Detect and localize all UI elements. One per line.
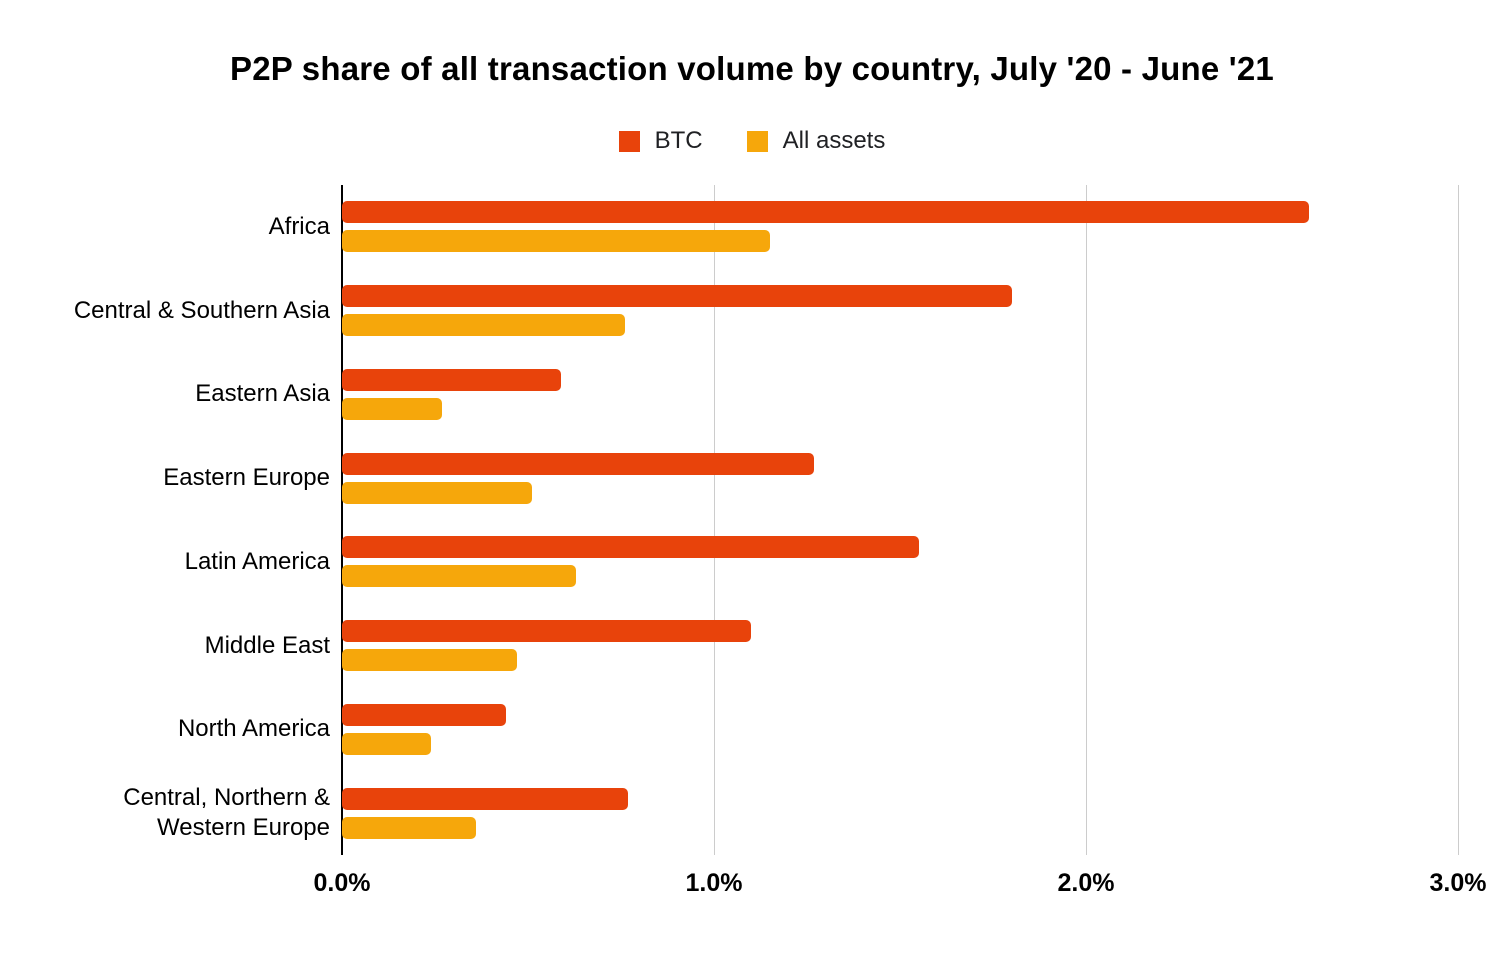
legend-item-btc: BTC bbox=[618, 127, 703, 155]
bar-btc-central-northern-western-europe bbox=[342, 787, 629, 810]
x-tick-label: 1.0% bbox=[685, 869, 743, 897]
x-tick-label: 2.0% bbox=[1057, 869, 1115, 897]
bar-btc-middle-east bbox=[342, 620, 752, 643]
btc-legend-swatch-icon bbox=[618, 130, 640, 152]
bar-all-assets-north-america bbox=[342, 732, 432, 755]
legend-item-all-assets: All assets bbox=[746, 127, 886, 155]
legend: BTC All assets bbox=[0, 127, 1504, 155]
bar-all-assets-central-southern-asia bbox=[342, 314, 625, 337]
bar-all-assets-latin-america bbox=[342, 565, 577, 588]
category-label-central-southern-asia: Central & Southern Asia bbox=[73, 296, 330, 324]
category-label-eastern-asia: Eastern Asia bbox=[195, 380, 330, 408]
x-tick-label: 0.0% bbox=[313, 869, 371, 897]
bar-btc-north-america bbox=[342, 703, 506, 726]
gridline bbox=[1457, 185, 1459, 855]
bar-btc-eastern-asia bbox=[342, 368, 562, 391]
category-label-central-northern-western-europe: Central, Northern & Western Europe bbox=[123, 784, 330, 842]
x-tick-label: 3.0% bbox=[1429, 869, 1487, 897]
bar-btc-latin-america bbox=[342, 536, 919, 559]
chart-title: P2P share of all transaction volume by c… bbox=[230, 50, 1274, 87]
bar-btc-central-southern-asia bbox=[342, 285, 1012, 308]
gridline bbox=[1085, 185, 1087, 855]
category-label-north-america: North America bbox=[177, 715, 330, 743]
gridline bbox=[713, 185, 715, 855]
bar-btc-eastern-europe bbox=[342, 452, 815, 475]
category-label-africa: Africa bbox=[268, 212, 330, 240]
bar-all-assets-africa bbox=[342, 230, 770, 253]
category-label-latin-america: Latin America bbox=[184, 547, 330, 575]
bar-all-assets-middle-east bbox=[342, 649, 517, 672]
category-label-eastern-europe: Eastern Europe bbox=[163, 464, 330, 492]
legend-label-all-assets: All assets bbox=[782, 127, 886, 154]
legend-label-btc: BTC bbox=[654, 127, 703, 154]
bar-all-assets-eastern-europe bbox=[342, 481, 532, 504]
plot-area: 0.0% 1.0% 2.0% 3.0% bbox=[314, 185, 1486, 897]
category-axis: Africa Central & Southern Asia Eastern Asi… bbox=[65, 185, 330, 855]
value-axis-line bbox=[341, 185, 343, 855]
bar-btc-africa bbox=[342, 201, 1310, 224]
bar-all-assets-eastern-asia bbox=[342, 397, 443, 420]
category-label-middle-east: Middle East bbox=[204, 631, 330, 659]
all-assets-legend-swatch-icon bbox=[746, 130, 768, 152]
bar-all-assets-central-northern-western-europe bbox=[342, 816, 476, 839]
